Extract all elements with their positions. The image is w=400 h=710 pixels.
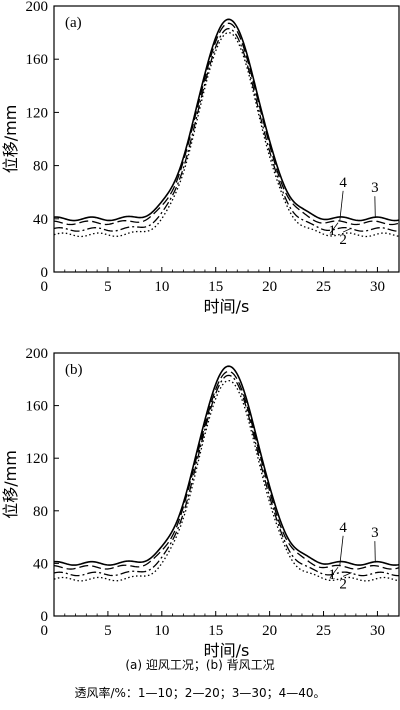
series-leader-4	[339, 535, 344, 567]
x-tick-label: 10	[154, 279, 169, 295]
series-label-2: 2	[339, 232, 347, 248]
series-leader-2	[342, 572, 352, 577]
series-line-3	[53, 365, 400, 566]
x-origin-label: 0	[41, 279, 49, 295]
series-leader-1	[329, 566, 339, 579]
x-origin-label: 0	[41, 623, 49, 639]
series-line-1	[53, 379, 400, 582]
y-tick-label: 80	[33, 159, 48, 175]
x-tick-label: 20	[262, 279, 277, 295]
series-leader-4	[339, 190, 344, 222]
series-line-2	[53, 374, 400, 577]
series-leader-1	[329, 222, 339, 234]
y-tick-label: 120	[26, 105, 49, 121]
plot-frame	[53, 352, 400, 617]
y-tick-label: 200	[26, 346, 49, 362]
x-tick-label: 30	[370, 279, 385, 295]
x-tick-label: 15	[208, 279, 223, 295]
series-label-4: 4	[339, 175, 347, 191]
y-tick-label: 200	[26, 0, 49, 15]
x-tick-label: 20	[262, 623, 277, 639]
x-axis-title: 时间/s	[204, 297, 250, 316]
x-axis-title: 时间/s	[204, 641, 250, 660]
figure-caption-line2: 透风率/%：1—10；2—20；3—30；4—40。	[74, 686, 326, 700]
y-tick-label: 120	[26, 451, 49, 467]
series-label-3: 3	[371, 525, 379, 541]
x-tick-label: 10	[154, 623, 169, 639]
y-tick-label: 40	[33, 556, 48, 572]
series-line-4	[53, 22, 400, 226]
y-tick-label: 160	[26, 52, 49, 68]
figure-caption-line1: (a) 迎风工况；(b) 背风工况	[125, 658, 275, 672]
y-tick-label: 40	[33, 212, 48, 228]
x-tick-label: 30	[370, 623, 385, 639]
y-tick-label: 80	[33, 504, 48, 520]
panel-label: (b)	[65, 362, 83, 378]
x-tick-label: 5	[104, 623, 112, 639]
chart-panel-a: 04080120160200510152025300时间/s位移/mm(a)12…	[1, 0, 400, 316]
y-tick-label: 0	[41, 609, 49, 625]
x-tick-label: 5	[104, 279, 112, 295]
plot-frame	[53, 5, 400, 273]
y-axis-title: 位移/mm	[1, 105, 20, 174]
series-line-1	[53, 31, 400, 238]
y-axis-title: 位移/mm	[1, 450, 20, 519]
series-line-2	[53, 27, 400, 232]
y-tick-label: 160	[26, 399, 49, 415]
x-tick-label: 25	[316, 279, 331, 295]
series-label-3: 3	[371, 180, 379, 196]
chart-panel-b: 04080120160200510152025300时间/s位移/mm(b)12…	[1, 346, 400, 660]
series-line-4	[53, 370, 400, 570]
series-label-2: 2	[339, 576, 347, 592]
series-line-3	[53, 18, 400, 222]
y-tick-label: 0	[41, 265, 49, 281]
panel-label: (a)	[65, 15, 82, 31]
series-leader-2	[342, 227, 352, 233]
series-label-4: 4	[339, 520, 347, 536]
x-tick-label: 25	[316, 623, 331, 639]
x-tick-label: 15	[208, 623, 223, 639]
